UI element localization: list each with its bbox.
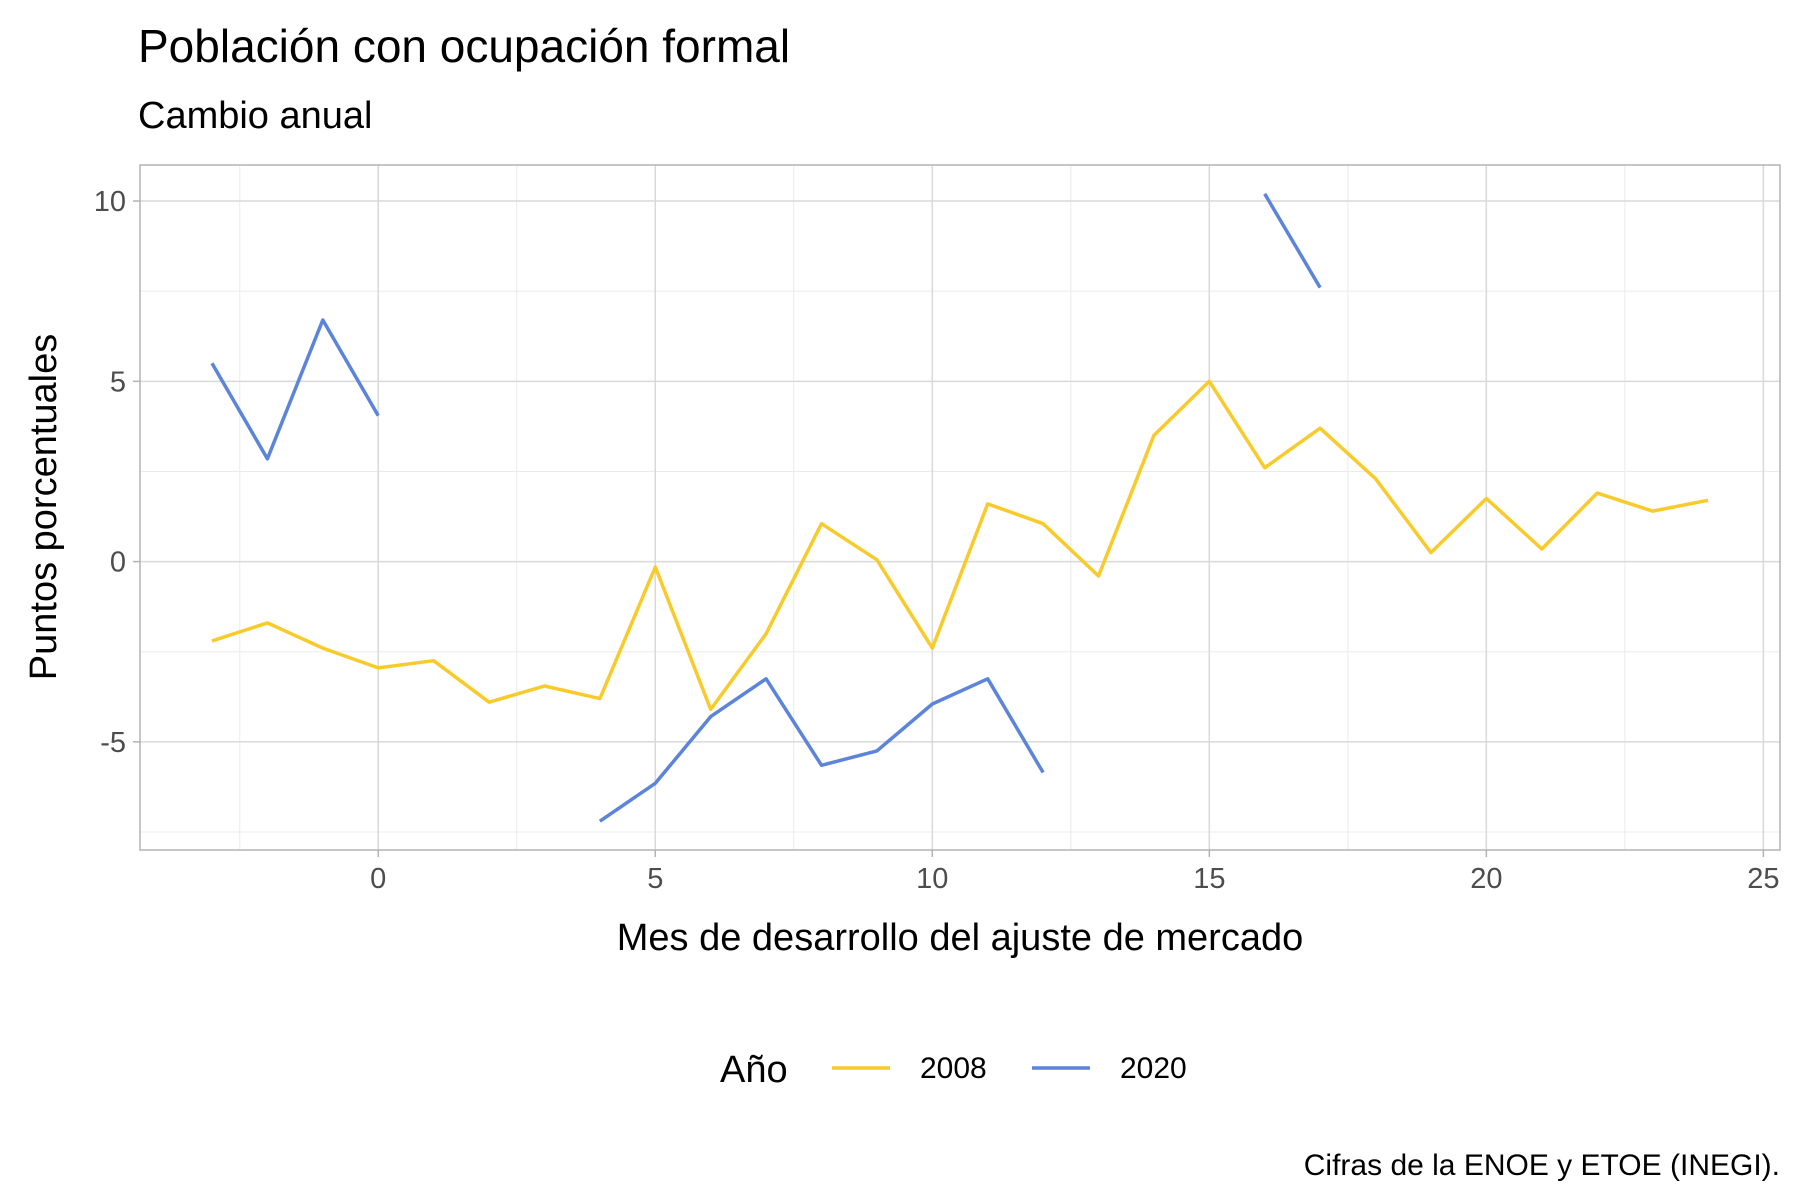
- x-tick-label: 10: [916, 863, 948, 895]
- x-tick-label: 15: [1193, 863, 1225, 895]
- series-line-2008-segment-1: [211, 379, 1709, 712]
- legend: Año 2008 2020: [720, 1049, 1187, 1091]
- y-axis-ticks: -5 0 5 10: [94, 186, 140, 759]
- chart-title: Población con ocupación formal: [138, 20, 790, 72]
- legend-label-2020: 2020: [1120, 1052, 1187, 1085]
- y-tick-label: -5: [100, 727, 126, 759]
- y-tick-label: 5: [110, 366, 126, 398]
- y-tick-label: 0: [110, 547, 126, 579]
- y-tick-label: 10: [94, 186, 126, 218]
- x-axis-title: Mes de desarrollo del ajuste de mercado: [617, 917, 1304, 959]
- minor-gridlines: [140, 165, 1780, 850]
- legend-title: Año: [720, 1049, 788, 1091]
- chart-subtitle: Cambio anual: [138, 95, 372, 137]
- x-tick-label: 20: [1470, 863, 1502, 895]
- plot-border: [139, 164, 1781, 851]
- series-line-2020-segment-1: [210, 318, 380, 461]
- y-axis-title: Puntos porcentuales: [23, 334, 65, 680]
- series-line-2020-segment-2: [598, 677, 1045, 823]
- legend-label-2008: 2008: [920, 1052, 987, 1085]
- series-lines: [210, 192, 1709, 823]
- x-tick-label: 5: [647, 863, 663, 895]
- major-gridlines: [140, 165, 1780, 850]
- x-axis-ticks: 0 5 10 15 20 25: [370, 850, 1780, 895]
- x-tick-label: 0: [370, 863, 386, 895]
- plot-panel: [140, 165, 1780, 850]
- x-tick-label: 25: [1747, 863, 1779, 895]
- chart-caption: Cifras de la ENOE y ETOE (INEGI).: [1304, 1149, 1780, 1182]
- series-line-2020-segment-3: [1263, 192, 1322, 289]
